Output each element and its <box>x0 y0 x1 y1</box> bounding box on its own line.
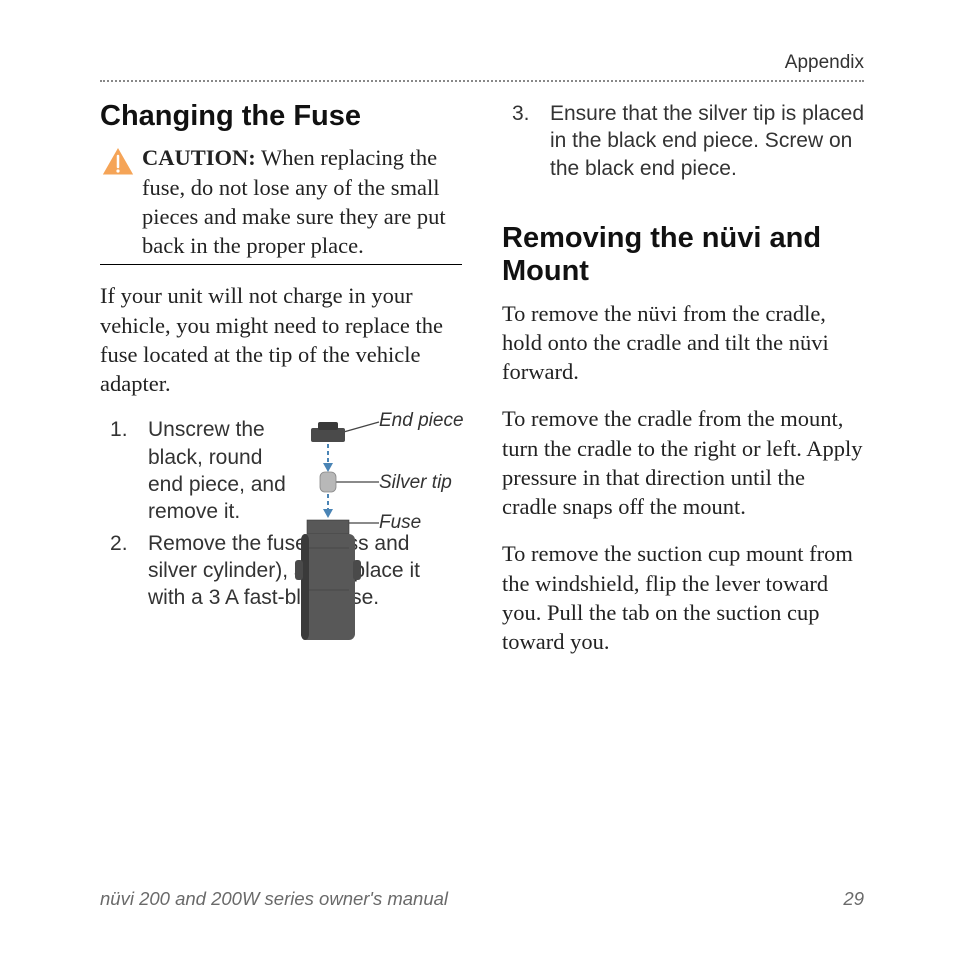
intro-paragraph: If your unit will not charge in your veh… <box>100 281 462 398</box>
footer-page-number: 29 <box>843 888 864 910</box>
step-3-text: Ensure that the silver tip is placed in … <box>550 102 864 180</box>
heading-removing: Removing the nüvi and Mount <box>502 222 864 289</box>
steps-area: Unscrew the black, round end piece, and … <box>100 416 462 611</box>
heading-changing-fuse: Changing the Fuse <box>100 100 462 133</box>
step-3-number: 3. <box>512 100 530 127</box>
paragraph-remove-nuvi: To remove the nüvi from the cradle, hold… <box>502 299 864 387</box>
left-column: Changing the Fuse CAUTION: When replacin… <box>100 100 462 674</box>
paragraph-remove-cradle: To remove the cradle from the mount, tur… <box>502 404 864 521</box>
header-section: Appendix <box>100 52 864 82</box>
content-columns: Changing the Fuse CAUTION: When replacin… <box>100 100 864 674</box>
diagram-label-silver-tip: Silver tip <box>379 472 452 494</box>
fuse-diagram: End piece Silver tip Fuse <box>277 410 462 650</box>
footer-title: nüvi 200 and 200W series owner's manual <box>100 888 448 910</box>
paragraph-remove-suction: To remove the suction cup mount from the… <box>502 539 864 656</box>
caution-icon <box>100 143 142 260</box>
step-3: 3. Ensure that the silver tip is placed … <box>502 100 864 182</box>
diagram-label-end-piece: End piece <box>379 410 464 432</box>
right-column: 3. Ensure that the silver tip is placed … <box>502 100 864 674</box>
caution-label: CAUTION: <box>142 145 256 170</box>
caution-text: CAUTION: When replacing the fuse, do not… <box>142 143 462 260</box>
caution-block: CAUTION: When replacing the fuse, do not… <box>100 143 462 265</box>
step-1-text: Unscrew the black, round end piece, and … <box>148 416 288 525</box>
page: Appendix Changing the Fuse CAUTION: When… <box>0 0 954 674</box>
footer: nüvi 200 and 200W series owner's manual … <box>100 888 864 910</box>
diagram-label-fuse: Fuse <box>379 512 421 534</box>
